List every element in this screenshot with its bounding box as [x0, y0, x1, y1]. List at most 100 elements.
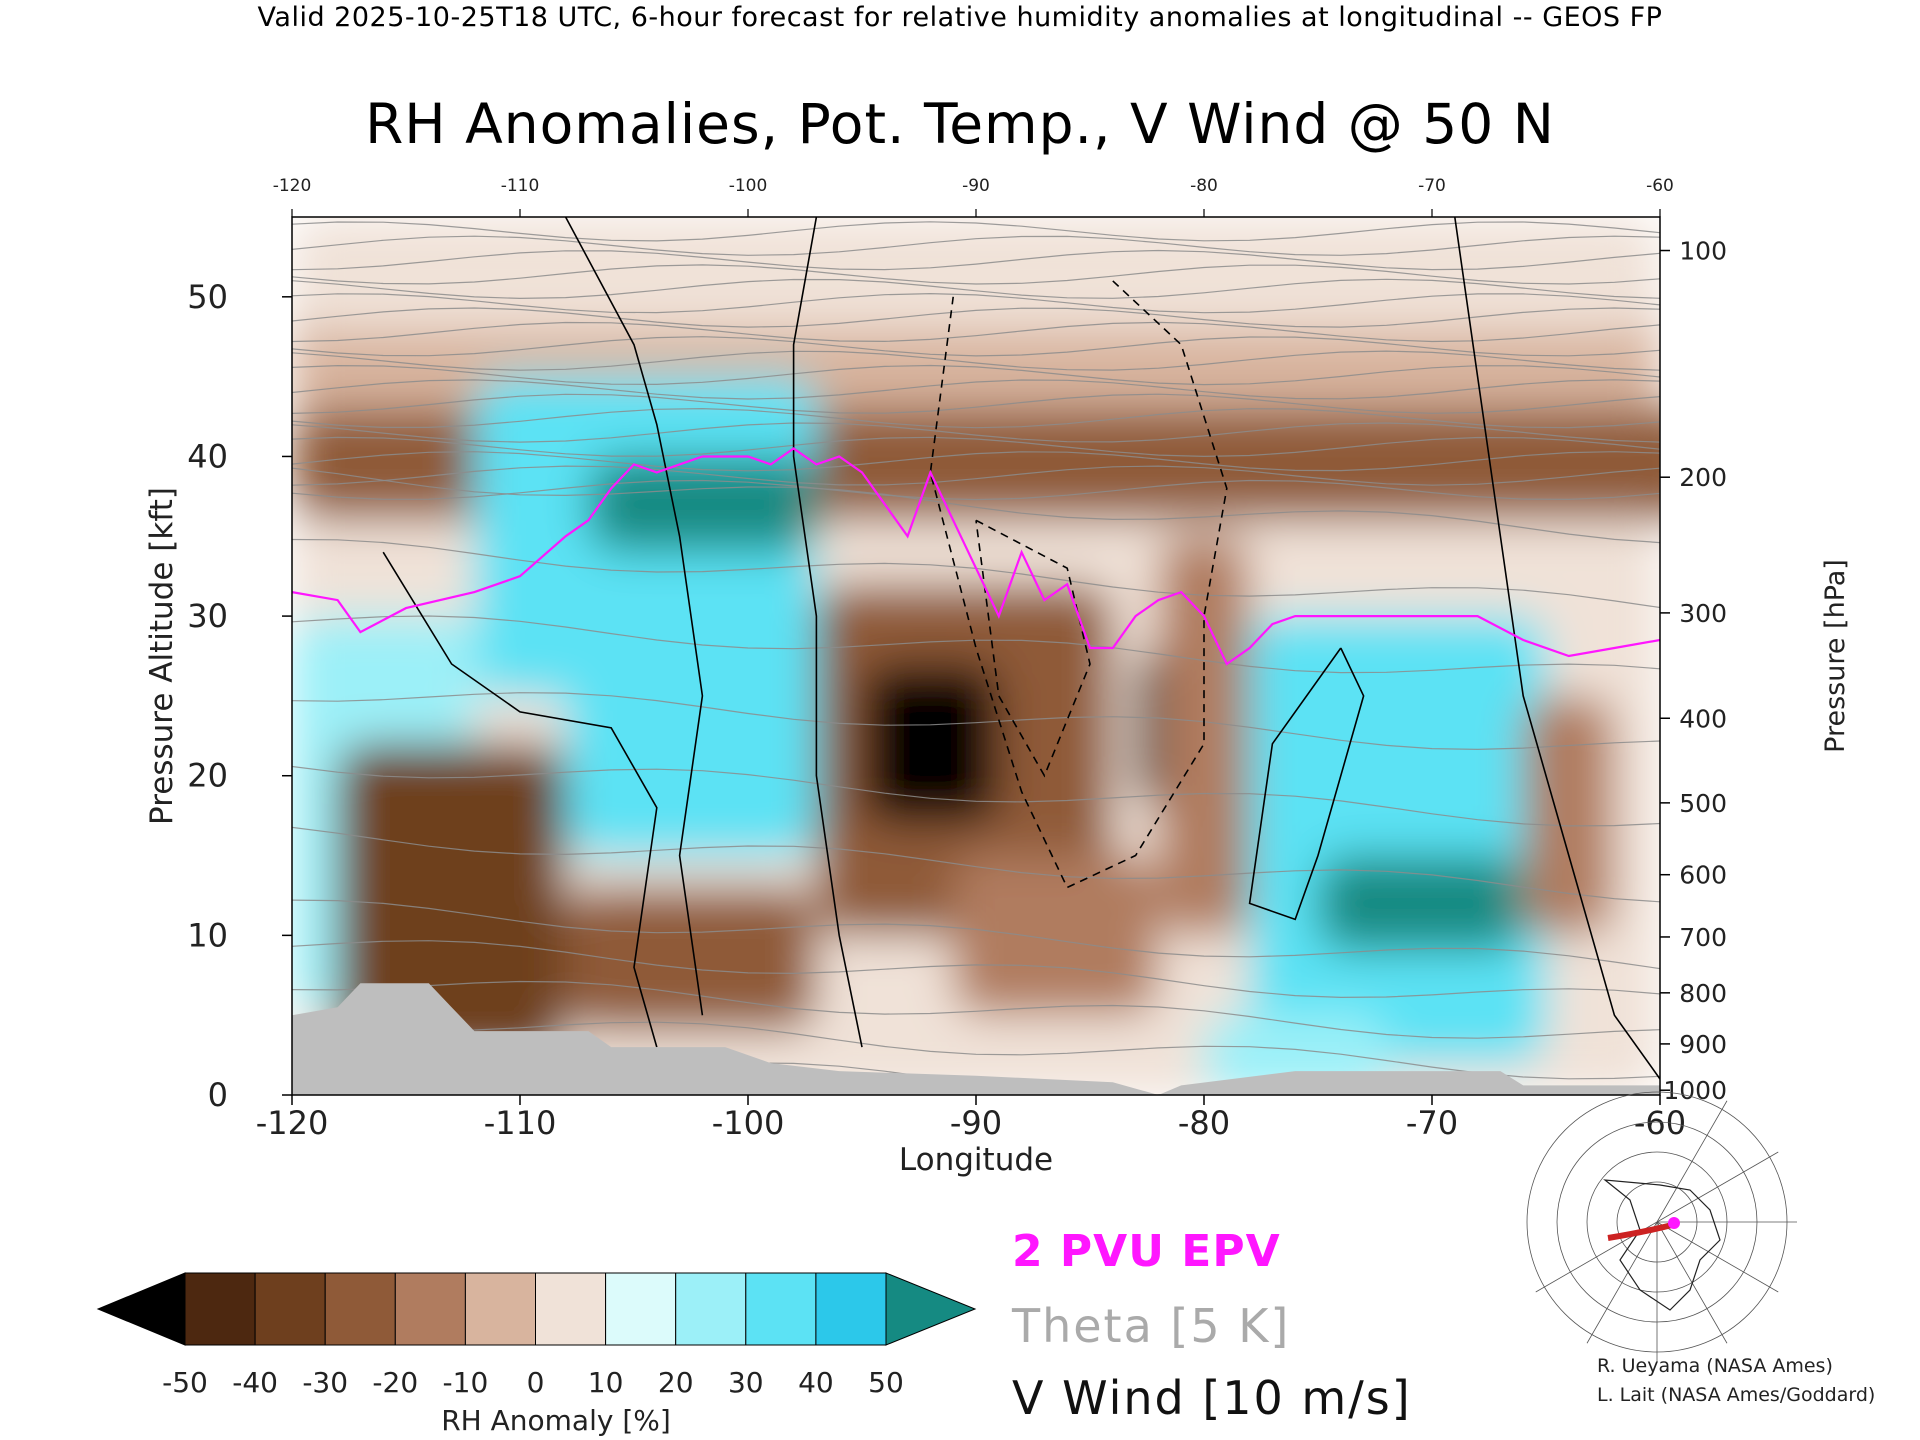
rh-cell [565, 887, 817, 1032]
colorbar-tick-label: -40 [232, 1366, 278, 1399]
x-tick-label: -80 [1178, 1104, 1230, 1142]
colorbar-segment [394, 1272, 466, 1346]
theta-contours [292, 221, 1660, 1095]
theta-isentrope [292, 350, 1660, 371]
theta-isentrope [292, 278, 1660, 300]
theta-isentrope [292, 307, 1660, 328]
x-tick-label: -120 [256, 1104, 329, 1142]
theta-isentrope [292, 264, 1660, 285]
chart-title: RH Anomalies, Pot. Temp., V Wind @ 50 N [365, 92, 1555, 156]
theta-isentrope [292, 379, 1660, 400]
y-axis-label: Pressure Altitude [kft] [144, 487, 180, 825]
colorbar-tick-label: 10 [588, 1366, 624, 1399]
inset-frame [1562, 1168, 1758, 1318]
v-wind-contour [564, 217, 704, 1016]
v-wind-contours [382, 217, 1660, 1080]
colorbar-tick-label: -30 [302, 1366, 348, 1399]
colorbar-tick-label: -20 [372, 1366, 418, 1399]
inset-meridian [1656, 1221, 1779, 1293]
rh-cell [1523, 695, 1615, 936]
y2-tick-label: 700 [1679, 923, 1727, 952]
theta-isentrope [292, 940, 1660, 999]
colorbar: -50 -40 -30 -20 -10 0 10 20 30 40 50 [96, 1272, 977, 1399]
y2-tick-label: 200 [1679, 463, 1727, 492]
x-axis-label: Longitude [899, 1142, 1053, 1178]
x-top-tick-label: -100 [729, 176, 768, 196]
y2-axis-label: Pressure [hPa] [1820, 559, 1851, 753]
colorbar-segment [254, 1272, 326, 1346]
inset-transect-dot [1668, 1217, 1680, 1229]
colorbar-segment [675, 1272, 747, 1346]
theta-isentrope [292, 1019, 1660, 1080]
axis-titles: Longitude Pressure Altitude [kft] Pressu… [144, 487, 1851, 1178]
credit-line-2: L. Lait (NASA Ames/Goddard) [1597, 1384, 1876, 1406]
topography [292, 983, 1660, 1095]
y2-tick-label: 500 [1679, 789, 1727, 818]
x-tick-label: -110 [484, 1104, 557, 1142]
theta-isentrope [292, 479, 1660, 501]
x-top-tick-label: -60 [1646, 176, 1674, 196]
y2-tick-label: 400 [1679, 704, 1727, 733]
epv-line-group [292, 447, 1660, 666]
x-top-tick-label: -90 [962, 176, 990, 196]
theta-isentrope [292, 980, 1660, 1039]
theta-isentrope [292, 436, 1660, 458]
rh-cell [292, 217, 1660, 329]
y2-tick-label: 1000 [1663, 1076, 1727, 1105]
v-wind-contour [382, 551, 658, 1048]
colorbar-segment [605, 1272, 677, 1346]
theta-isentrope [292, 321, 1660, 343]
plot-area [291, 216, 1661, 1096]
colorbar-segment [184, 1272, 256, 1346]
header-caption: Valid 2025-10-25T18 UTC, 6-hour forecast… [257, 2, 1663, 33]
y2-tick-label: 900 [1679, 1030, 1727, 1059]
colorbar-tick-label: 20 [658, 1366, 694, 1399]
y-tick-label: 10 [187, 916, 228, 954]
inset-meridian [1586, 1221, 1658, 1344]
inset-meridian [1656, 1100, 1728, 1223]
y-tick-label: 40 [187, 437, 228, 475]
colorbar-under-triangle [96, 1272, 186, 1346]
colorbar-segment [745, 1272, 817, 1346]
rh-cell [588, 456, 817, 553]
theta-isentrope [292, 899, 1660, 970]
theta-isentrope [292, 292, 1660, 314]
theta-isentrope [292, 364, 1660, 386]
colorbar-label: RH Anomaly [%] [441, 1404, 671, 1437]
colorbar-segment [464, 1272, 536, 1346]
credit-line-1: R. Ueyama (NASA Ames) [1597, 1355, 1833, 1377]
legend-vwind: V Wind [10 m/s] [1012, 1371, 1412, 1425]
theta-isentrope [292, 249, 1660, 271]
x-tick-label: -70 [1406, 1104, 1458, 1142]
inset-meridian [1656, 1151, 1779, 1223]
colorbar-segment [324, 1272, 396, 1346]
y-tick-label: 30 [187, 597, 228, 635]
theta-isentrope [292, 465, 1660, 486]
theta-isentrope [292, 393, 1660, 414]
theta-isentrope [292, 615, 1660, 674]
x-tick-label: -100 [712, 1104, 785, 1142]
v-wind-contour [792, 217, 863, 1048]
colorbar-tick-label: 40 [798, 1366, 834, 1399]
legend-theta: Theta [5 K] [1012, 1299, 1291, 1353]
x-tick-label: -90 [950, 1104, 1002, 1142]
colorbar-tick-label: -10 [443, 1366, 489, 1399]
rh-field-blur [292, 217, 1660, 1095]
rh-anomaly-field [292, 217, 1660, 1095]
colorbar-over-triangle [885, 1272, 977, 1346]
rh-cell [953, 855, 1159, 1016]
y2-tick-label: 600 [1679, 861, 1727, 890]
x-top-tick-label: -80 [1190, 176, 1218, 196]
colorbar-tick-label: 30 [728, 1366, 764, 1399]
v-wind-contour [975, 519, 1091, 778]
inset-locator-map [1526, 1091, 1797, 1362]
y-tick-label: 0 [208, 1076, 228, 1114]
y-tick-label: 50 [187, 278, 228, 316]
theta-isentrope [292, 451, 1660, 472]
y2-tick-label: 300 [1679, 599, 1727, 628]
theta-isentrope [292, 467, 1660, 544]
x-top-tick-label: -70 [1418, 176, 1446, 196]
x-top-tick-label: -120 [273, 176, 312, 196]
colorbar-segment [535, 1272, 607, 1346]
